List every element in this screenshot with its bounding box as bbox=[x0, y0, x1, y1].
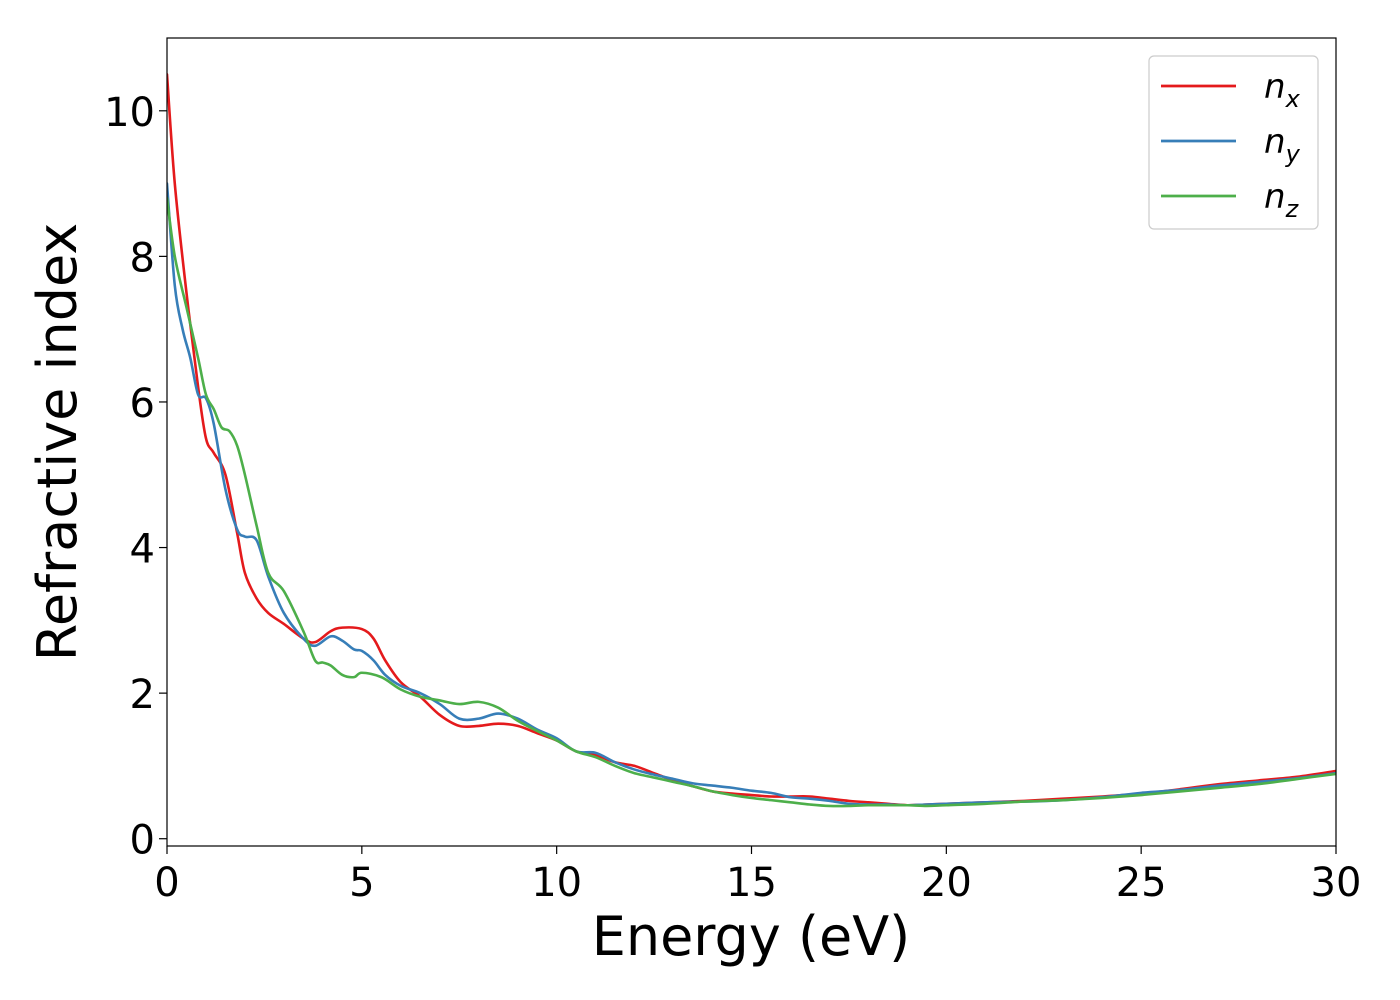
x-tick-label: 30 bbox=[1311, 860, 1362, 906]
x-tick-label: 5 bbox=[349, 860, 374, 906]
y-tick-label: 8 bbox=[130, 235, 155, 281]
y-tick-label: 4 bbox=[130, 527, 155, 573]
legend-label-main: n bbox=[1264, 67, 1286, 107]
legend-label-main: n bbox=[1264, 122, 1286, 162]
legend-label-subscript: z bbox=[1285, 195, 1300, 223]
y-axis-ticks: 0 2 4 6 8 10 bbox=[104, 90, 167, 864]
y-tick-label: 2 bbox=[130, 672, 155, 718]
y-tick-label: 0 bbox=[130, 818, 155, 864]
x-tick-label: 20 bbox=[921, 860, 972, 906]
series-line-ny bbox=[167, 182, 1336, 807]
y-axis-label: Refractive index bbox=[26, 223, 89, 662]
series-line-nz bbox=[167, 196, 1336, 808]
legend-label-nx: nx bbox=[1264, 67, 1301, 113]
x-tick-label: 25 bbox=[1116, 860, 1167, 906]
x-axis-label: Energy (eV) bbox=[592, 905, 911, 968]
y-tick-label: 10 bbox=[104, 90, 155, 136]
x-tick-label: 10 bbox=[531, 860, 582, 906]
x-axis-ticks: 0 5 10 15 20 25 30 bbox=[154, 846, 1361, 906]
legend-label-subscript: y bbox=[1285, 140, 1301, 168]
legend-label-main: n bbox=[1264, 177, 1286, 217]
legend-box bbox=[1148, 55, 1319, 230]
legend-label-subscript: x bbox=[1285, 85, 1301, 113]
x-tick-label: 0 bbox=[154, 860, 179, 906]
x-tick-label: 15 bbox=[726, 860, 777, 906]
y-tick-label: 6 bbox=[130, 381, 155, 427]
series-layer bbox=[167, 73, 1336, 808]
legend-label-ny: ny bbox=[1264, 122, 1301, 168]
legend-label-nz: nz bbox=[1264, 177, 1300, 223]
